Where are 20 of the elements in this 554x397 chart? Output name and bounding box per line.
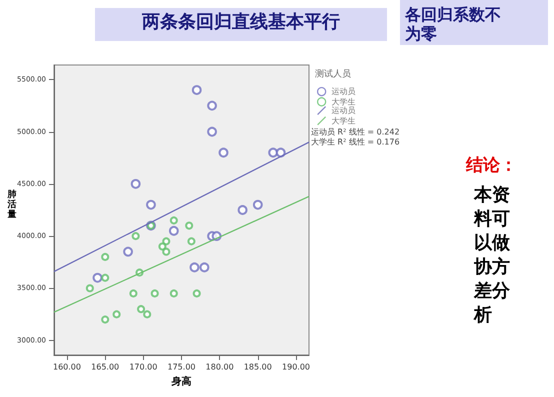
x-tick-label: 165.00 — [91, 362, 120, 372]
x-tick-label: 190.00 — [282, 362, 310, 372]
x-tick-label: 160.00 — [52, 362, 81, 372]
legend-title: 测试人员 — [315, 68, 351, 80]
x-tick-label: 175.00 — [168, 362, 196, 372]
legend-label: 大学生 — [332, 97, 356, 106]
legend-label: 运动员 — [332, 87, 356, 96]
legend-label: 运动员 — [332, 106, 356, 116]
x-axis-title: 身高 — [170, 376, 192, 388]
text: 本资料可以做协方差分析 — [473, 184, 511, 326]
x-tick-label: 185.00 — [244, 362, 272, 372]
text: 各回归系数不为零 — [404, 5, 501, 43]
x-tick-label: 180.00 — [206, 362, 234, 372]
text: 大学生 R² 线性 = 0.176 — [311, 138, 400, 146]
text: 运动员 R² 线性 = 0.242 — [311, 128, 400, 136]
x-tick-label: 170.00 — [129, 362, 158, 372]
legend-label: 大学生 — [332, 116, 356, 126]
chart-title: 两条条回归直线基本平行 — [141, 12, 340, 32]
y-axis-title: 肺活量 — [6, 189, 16, 220]
text: 结论： — [465, 156, 517, 176]
